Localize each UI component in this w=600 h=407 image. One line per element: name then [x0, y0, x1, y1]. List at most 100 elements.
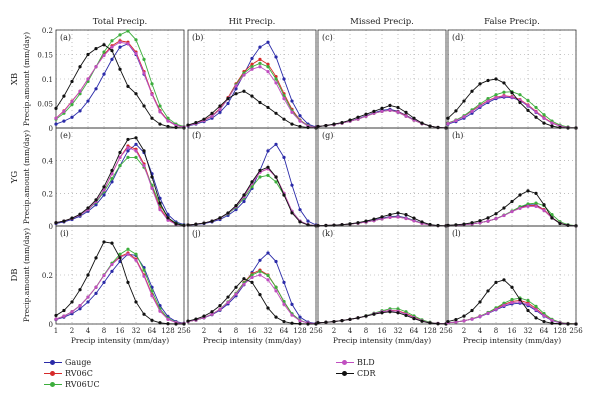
legend-label-cdr: CDR [357, 369, 376, 378]
data-point [158, 309, 162, 313]
data-point [102, 240, 106, 244]
data-point [54, 313, 58, 318]
data-point [446, 319, 450, 324]
data-point [550, 321, 554, 325]
data-point [396, 215, 400, 219]
legend-swatch-bld [336, 360, 354, 365]
data-point [142, 274, 146, 278]
x-tick-label: 8 [494, 327, 498, 335]
data-point [550, 318, 554, 322]
data-point [118, 252, 122, 256]
data-point [316, 124, 320, 129]
x-tick-label: 2 [462, 327, 466, 335]
data-point [78, 109, 82, 113]
data-point [94, 203, 98, 207]
data-point [462, 115, 466, 119]
data-point [526, 302, 530, 306]
data-point [150, 82, 154, 86]
data-point [158, 104, 162, 108]
data-point [126, 137, 130, 142]
y-tick-label: 0.1 [42, 76, 53, 84]
data-point [478, 300, 482, 304]
data-point [110, 39, 114, 43]
data-point [158, 110, 162, 114]
data-point [412, 317, 416, 321]
column-title: False Precip. [484, 17, 540, 27]
legend-label-rv06uc: RV06UC [65, 380, 100, 389]
data-point [226, 97, 230, 101]
data-point [332, 319, 336, 324]
data-point [574, 322, 578, 326]
data-point [70, 99, 74, 104]
data-point [134, 252, 138, 256]
data-point [534, 316, 538, 320]
data-point [526, 189, 530, 193]
data-point [462, 99, 466, 103]
data-point [194, 222, 198, 226]
data-point [380, 311, 384, 315]
data-point [290, 211, 294, 215]
data-point [550, 212, 554, 217]
data-point [510, 297, 514, 302]
data-point [396, 307, 400, 311]
legend-swatch-rv06uc [44, 382, 62, 387]
data-point [94, 87, 98, 91]
x-tick-label: 256 [569, 327, 583, 335]
data-point [218, 307, 222, 311]
data-point [282, 97, 286, 101]
y-axis-label: Precip.amount (mm/day) [22, 32, 31, 126]
data-point [282, 302, 286, 306]
data-point [486, 97, 490, 101]
data-point [274, 55, 278, 59]
data-point [356, 221, 360, 225]
data-point [266, 306, 270, 310]
data-point [226, 211, 230, 215]
data-point [126, 84, 130, 88]
data-point [266, 251, 270, 255]
data-point [110, 241, 114, 245]
data-point [282, 319, 286, 324]
data-point [282, 117, 286, 121]
data-point [324, 223, 328, 228]
y-tick-label: 0 [49, 223, 53, 231]
data-point [158, 122, 162, 126]
row-label: XB [10, 73, 20, 85]
x-tick-label: 8 [364, 327, 368, 335]
data-point [436, 223, 440, 228]
data-point [404, 216, 408, 221]
x-tick-label: 8 [234, 327, 238, 335]
data-point [494, 217, 498, 221]
x-tick-label: 16 [248, 327, 257, 335]
data-point [226, 295, 230, 299]
data-point [454, 320, 458, 324]
series-line [187, 252, 317, 324]
data-point [242, 193, 246, 197]
data-point [102, 280, 106, 284]
data-point [62, 314, 66, 318]
data-point [118, 150, 122, 155]
y-tick-label: 0 [49, 125, 53, 133]
data-point [494, 93, 498, 97]
data-point [470, 89, 474, 93]
data-point [234, 92, 238, 96]
x-tick-label: 256 [177, 327, 191, 335]
data-point [142, 268, 146, 272]
x-axis-label: Precip intensity (mm/day) [463, 336, 561, 345]
data-point [242, 73, 246, 77]
data-point [174, 125, 178, 130]
data-point [290, 99, 294, 103]
x-tick-label: 16 [508, 327, 517, 335]
data-point [174, 322, 178, 326]
data-point [174, 222, 178, 226]
data-point [526, 204, 530, 208]
data-point [372, 109, 376, 113]
data-point [274, 259, 278, 264]
data-point [510, 91, 514, 95]
series-line [55, 253, 185, 324]
data-point [388, 103, 392, 108]
data-point [78, 65, 82, 69]
data-point [486, 219, 490, 223]
data-point [110, 177, 114, 181]
series-line [317, 109, 447, 129]
data-point [486, 99, 490, 103]
